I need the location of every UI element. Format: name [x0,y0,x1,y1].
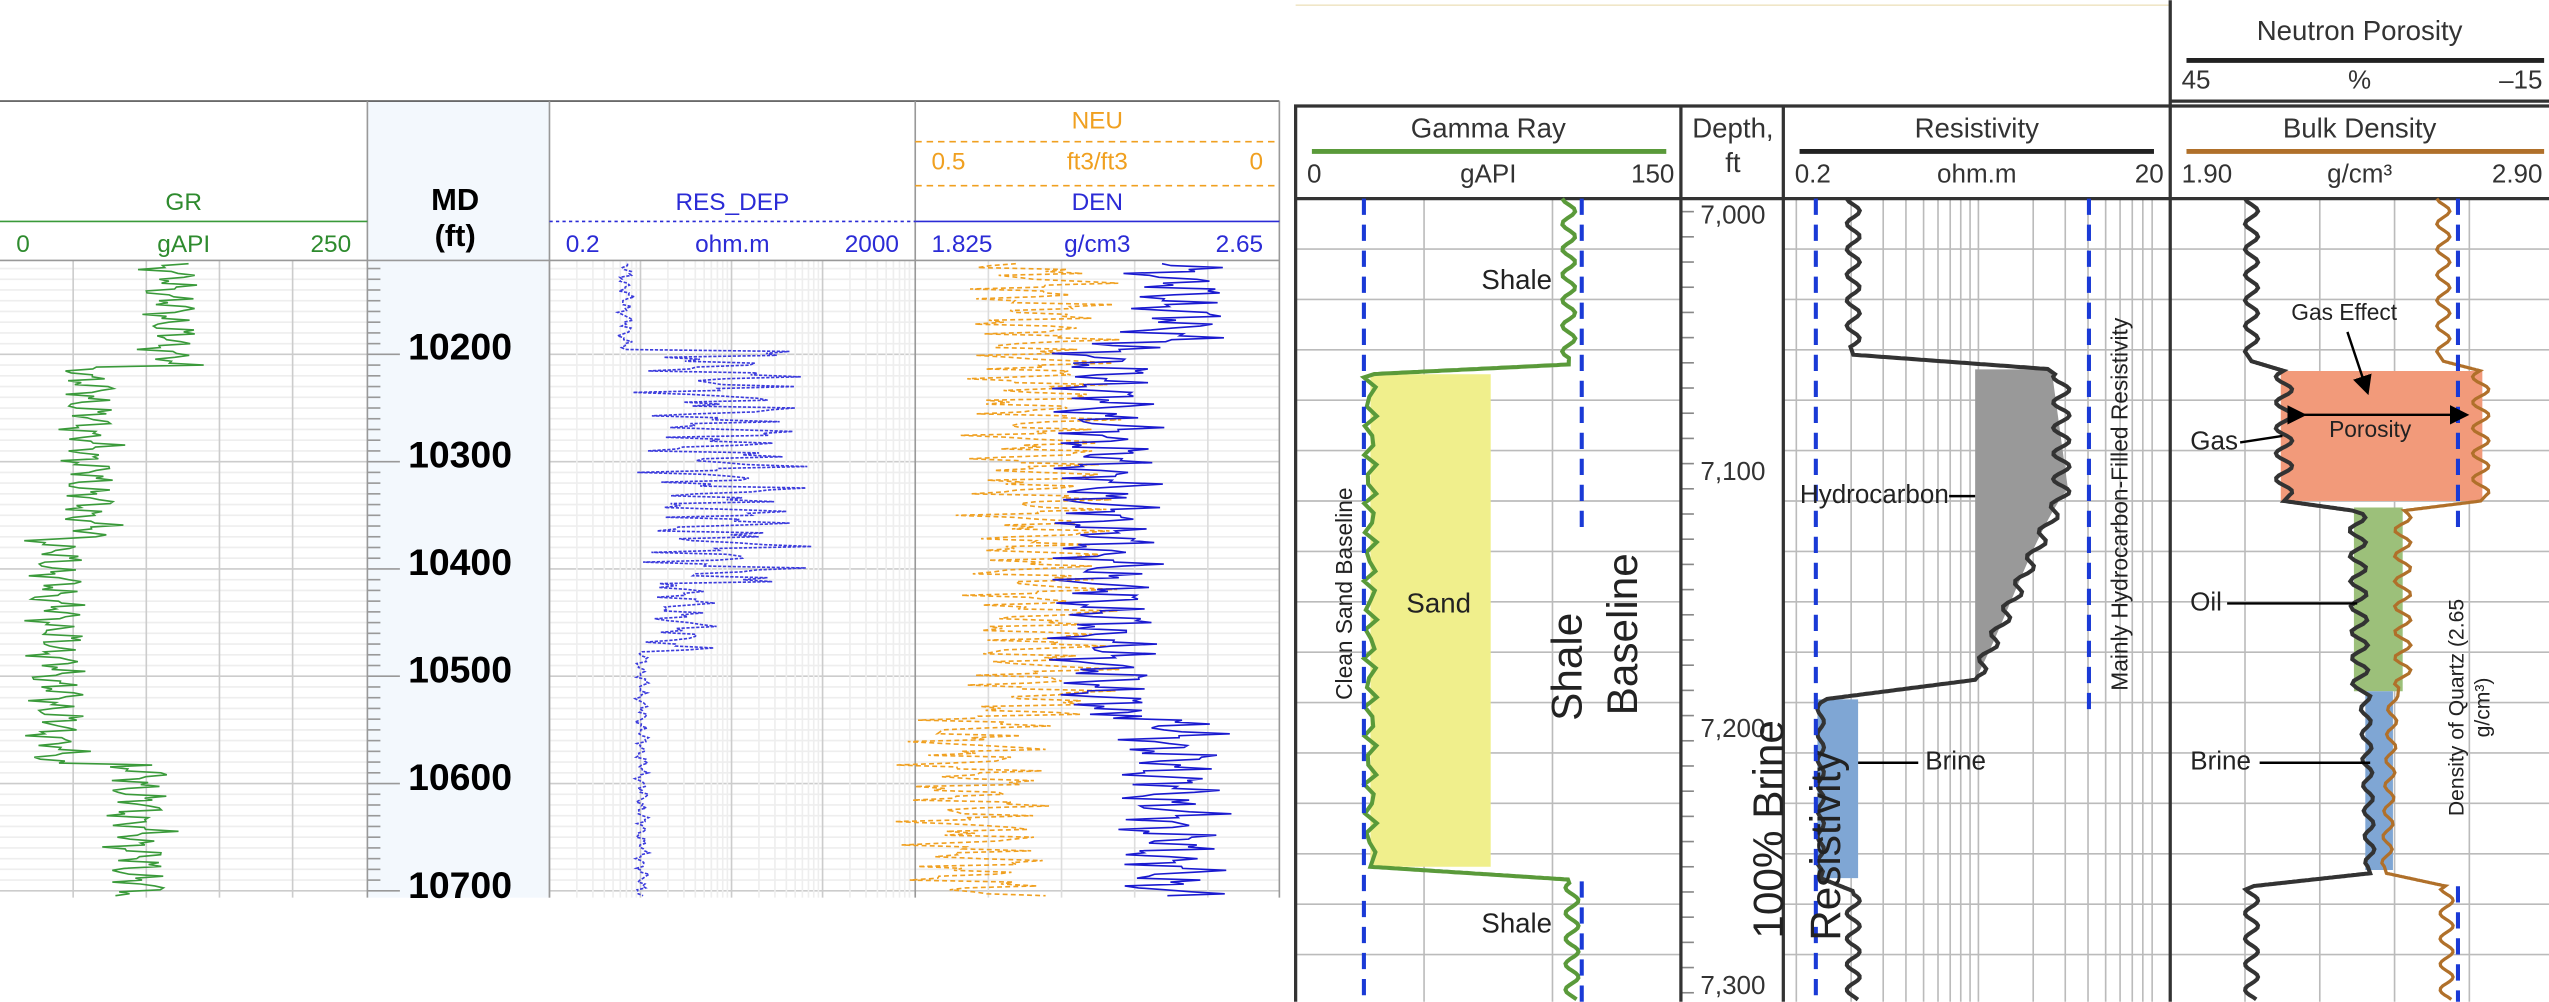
depth-label: 10500 [408,649,512,691]
depth-label: 10400 [408,541,512,583]
annotation: Mainly Hydrocarbon-Filled Resistivity [2106,317,2132,691]
track-name: Resistivity [1915,113,2040,144]
gas-fill [2280,370,2483,501]
annotation: Brine [2190,746,2251,776]
track-name: Bulk Density [2283,113,2437,144]
scale-unit: % [2348,64,2371,94]
annotation: Shale [1481,264,1552,295]
depth-label: 7,200 [1700,713,1765,743]
density-curve [2380,197,2491,1001]
log-trace [895,262,1122,897]
annotation: Resistivity [1802,750,1849,941]
frame [1294,0,2549,1002]
scale-min: 0 [16,231,30,258]
depth-label: 7,300 [1700,970,1765,1000]
track-name: NEU [1072,108,1123,135]
depth-label: 7,100 [1700,456,1765,486]
depth-unit: ft [1725,147,1741,178]
annotation: Brine [1925,746,1986,776]
leaders [1858,331,2470,764]
scale-min: 0 [1307,159,1321,189]
depth-title: Depth, [1692,113,1773,144]
scale-unit: gAPI [157,231,210,258]
scale-max: 0 [1250,148,1264,175]
scale-max: 150 [1631,159,1674,189]
track-name: Neutron Porosity [2257,15,2463,46]
depth-label: 10300 [408,433,512,475]
log-trace [24,262,204,897]
depth-label: 7,000 [1700,199,1765,229]
track-name: RES_DEP [675,189,789,216]
depth-label: 10700 [408,864,512,906]
gamma-curve [1359,197,1581,1001]
annotation: Hydrocarbon [1800,479,1949,509]
annotation: Sand [1406,587,1471,618]
scale-min: 1.90 [2182,159,2233,189]
hydrocarbon-fill [1975,369,2068,680]
scale-min: 1.825 [931,231,992,258]
annotation: g/cm³) [2472,678,2495,738]
annotation: Shale [1481,908,1552,939]
sand-fill [1370,374,1491,867]
gas-effect-arrow [2346,331,2372,396]
depth-unit: (ft) [435,218,476,253]
track-name: GR [165,189,202,216]
annotation: Shale [1544,613,1591,721]
depth-label: 10200 [408,326,512,368]
brine-fill [1817,699,1859,879]
scale-unit: g/cm3 [1064,231,1130,258]
depth-title: MD [431,182,479,217]
annotation: Density of Quartz (2.65 [2446,599,2469,816]
scale-max: 2000 [845,231,899,258]
baselines [1361,198,2460,1002]
annotation: Clean Sand Baseline [1331,487,1357,699]
scale-unit: ft3/ft3 [1067,148,1128,175]
annotation: Gas [2190,425,2238,455]
scale-max: 2.65 [1216,231,1263,258]
left-curves [24,262,1232,897]
annotation: Baseline [1599,553,1646,715]
scale-max: 250 [310,231,351,258]
scale-max: –15 [2499,64,2542,94]
track-name: DEN [1072,189,1123,216]
scale-unit: ohm.m [695,231,770,258]
scale-min: 0.5 [931,148,965,175]
leader [2239,434,2283,444]
scale-unit: ohm.m [1937,159,2016,189]
resistivity-curve [1815,197,2072,1002]
md-track-bg [367,101,550,898]
annotation: 100% Brine [1745,720,1792,938]
track-name: Gamma Ray [1411,113,1566,144]
density-curve [2241,197,2377,1002]
log-trace [614,263,812,897]
depth-label: 10600 [408,756,512,798]
scale-max: 2.90 [2492,159,2543,189]
annotation: Oil [2190,586,2222,616]
scale-unit: gAPI [1460,159,1516,189]
scale-min: 0.2 [566,231,600,258]
scale-min: 45 [2182,64,2211,94]
scale-unit: g/cm³ [2327,159,2392,189]
scale-max: 20 [2135,159,2164,189]
scale-min: 0.2 [1795,159,1831,189]
log-trace [1047,262,1232,897]
annotation: Porosity [2329,416,2412,442]
annotation: Gas Effect [2291,299,2397,325]
